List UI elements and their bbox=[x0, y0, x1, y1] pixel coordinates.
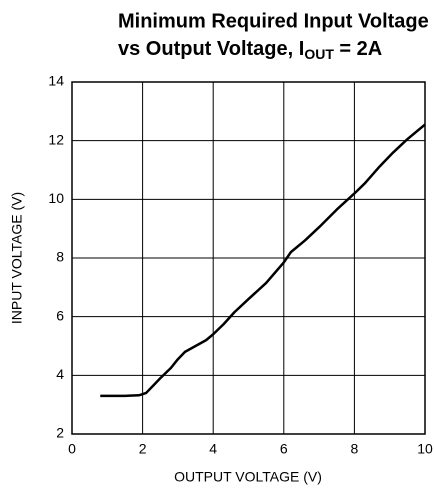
title-subscript: OUT bbox=[304, 46, 334, 62]
x-tick-label: 8 bbox=[351, 441, 359, 457]
data-line bbox=[100, 123, 426, 398]
x-tick-label: 2 bbox=[139, 441, 147, 457]
chart-title: vs Output Voltage, IOUT = 2A bbox=[118, 38, 382, 61]
title-text: = 2A bbox=[334, 38, 382, 60]
y-tick-label: 2 bbox=[56, 425, 64, 441]
x-axis-label: OUTPUT VOLTAGE (V) bbox=[174, 469, 322, 485]
y-tick-label: 12 bbox=[48, 131, 64, 147]
x-tick-label: 0 bbox=[68, 441, 76, 457]
y-tick-label: 6 bbox=[56, 307, 64, 323]
y-tick-label: 10 bbox=[48, 190, 64, 206]
x-tick-label: 4 bbox=[209, 441, 217, 457]
title-text: vs Output Voltage, I bbox=[118, 38, 304, 60]
y-tick-label: 4 bbox=[56, 366, 64, 382]
x-tick-label: 6 bbox=[280, 441, 288, 457]
y-tick-label: 14 bbox=[48, 73, 64, 89]
y-tick-label: 8 bbox=[56, 249, 64, 265]
plot-frame bbox=[71, 81, 426, 435]
chart-title: Minimum Required Input Voltage bbox=[118, 10, 429, 32]
y-axis-label: INPUT VOLTAGE (V) bbox=[9, 192, 25, 324]
x-tick-label: 10 bbox=[417, 441, 433, 457]
